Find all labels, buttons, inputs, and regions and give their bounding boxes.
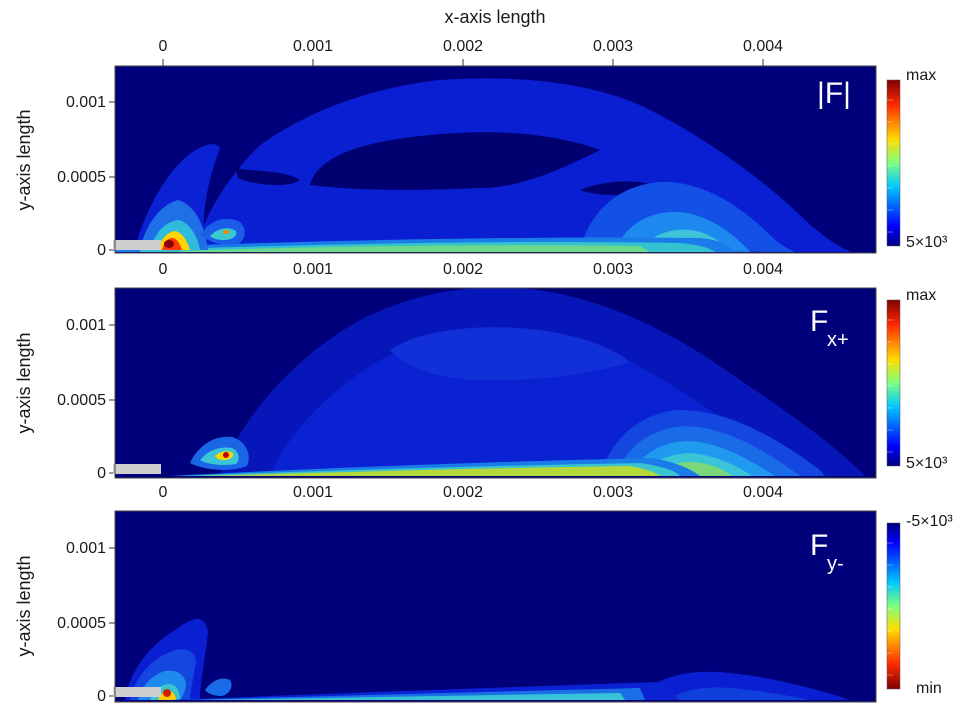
panel-label-main: F <box>810 305 828 338</box>
colorbar-fx: max 5×10³ <box>886 287 948 472</box>
colorbar-top-label: max <box>906 67 936 84</box>
y-tick-label: 0 <box>97 242 106 259</box>
x-axis-title: x-axis length <box>444 7 545 27</box>
colorbar-magnitude: max 5×10³ <box>886 67 948 251</box>
panel-fx: 0 0.001 0.002 0.003 0.004 y-axis length … <box>14 261 948 482</box>
y-tick-label: 0.0005 <box>57 615 106 632</box>
x-tick-label: 0 <box>159 38 168 55</box>
x-tick-label: 0.001 <box>293 484 333 501</box>
contour-field <box>115 66 876 253</box>
panel-label-sub: x+ <box>827 329 849 351</box>
colorbar-bottom-label: 5×10³ <box>906 234 948 251</box>
x-tick-label: 0 <box>159 261 168 278</box>
x-tick-labels-between-1: 0 0.001 0.002 0.003 0.004 <box>159 261 784 278</box>
x-tick-label: 0.001 <box>293 38 333 55</box>
y-tick-label: 0.001 <box>66 94 106 111</box>
colorbar-top-label: max <box>906 287 936 304</box>
x-tick-label: 0.003 <box>593 484 633 501</box>
y-tick-labels: 0.001 0.0005 0 <box>57 317 106 482</box>
panel-magnitude: 0 0.001 0.002 0.003 0.004 y-axis length … <box>14 38 948 259</box>
y-axis-title: y-axis length <box>14 555 34 656</box>
x-tick-label: 0.004 <box>743 484 783 501</box>
y-axis-title: y-axis length <box>14 109 34 210</box>
inlet-nozzle <box>113 240 161 250</box>
inlet-nozzle <box>113 687 161 697</box>
x-tick-label: 0.002 <box>443 38 483 55</box>
contour-field <box>115 288 876 478</box>
x-tick-label: 0.003 <box>593 261 633 278</box>
x-tick-labels-between-2: 0 0.001 0.002 0.003 0.004 <box>159 484 784 501</box>
y-tick-marks <box>109 101 115 251</box>
x-tick-label: 0.002 <box>443 261 483 278</box>
panel-label-fx: F x+ <box>810 305 849 351</box>
y-tick-labels: 0.001 0.0005 0 <box>57 540 106 705</box>
panel-label-sub: y- <box>827 553 844 575</box>
y-tick-labels: 0.001 0.0005 0 <box>57 94 106 259</box>
x-tick-labels-top: 0 0.001 0.002 0.003 0.004 <box>159 38 784 55</box>
y-tick-label: 0.0005 <box>57 169 106 186</box>
panel-label-magnitude: |F| <box>817 77 851 110</box>
x-tick-label: 0.004 <box>743 38 783 55</box>
inlet-nozzle <box>113 464 161 474</box>
y-tick-label: 0 <box>97 688 106 705</box>
colorbar-bottom-label: min <box>916 680 942 697</box>
x-tick-label: 0 <box>159 484 168 501</box>
panel-fy: 0 0.001 0.002 0.003 0.004 y-axis length … <box>14 484 953 705</box>
y-axis-title: y-axis length <box>14 332 34 433</box>
x-tick-label: 0.001 <box>293 261 333 278</box>
y-tick-marks <box>109 547 115 697</box>
colorbar-fy: -5×10³ min <box>886 513 953 697</box>
panel-label-main: F <box>810 529 828 562</box>
y-tick-label: 0.001 <box>66 540 106 557</box>
x-tick-label: 0.004 <box>743 261 783 278</box>
x-tick-label: 0.003 <box>593 38 633 55</box>
y-tick-label: 0.001 <box>66 317 106 334</box>
panel-label-main: |F| <box>817 77 851 110</box>
y-tick-label: 0.0005 <box>57 392 106 409</box>
contour-field <box>115 511 876 702</box>
y-tick-marks <box>109 324 115 474</box>
colorbar-bottom-label: 5×10³ <box>906 455 948 472</box>
x-tick-label: 0.002 <box>443 484 483 501</box>
colorbar-top-label: -5×10³ <box>906 513 953 530</box>
y-tick-label: 0 <box>97 465 106 482</box>
panel-label-fy: F y- <box>810 529 844 575</box>
x-tick-marks <box>162 59 764 66</box>
